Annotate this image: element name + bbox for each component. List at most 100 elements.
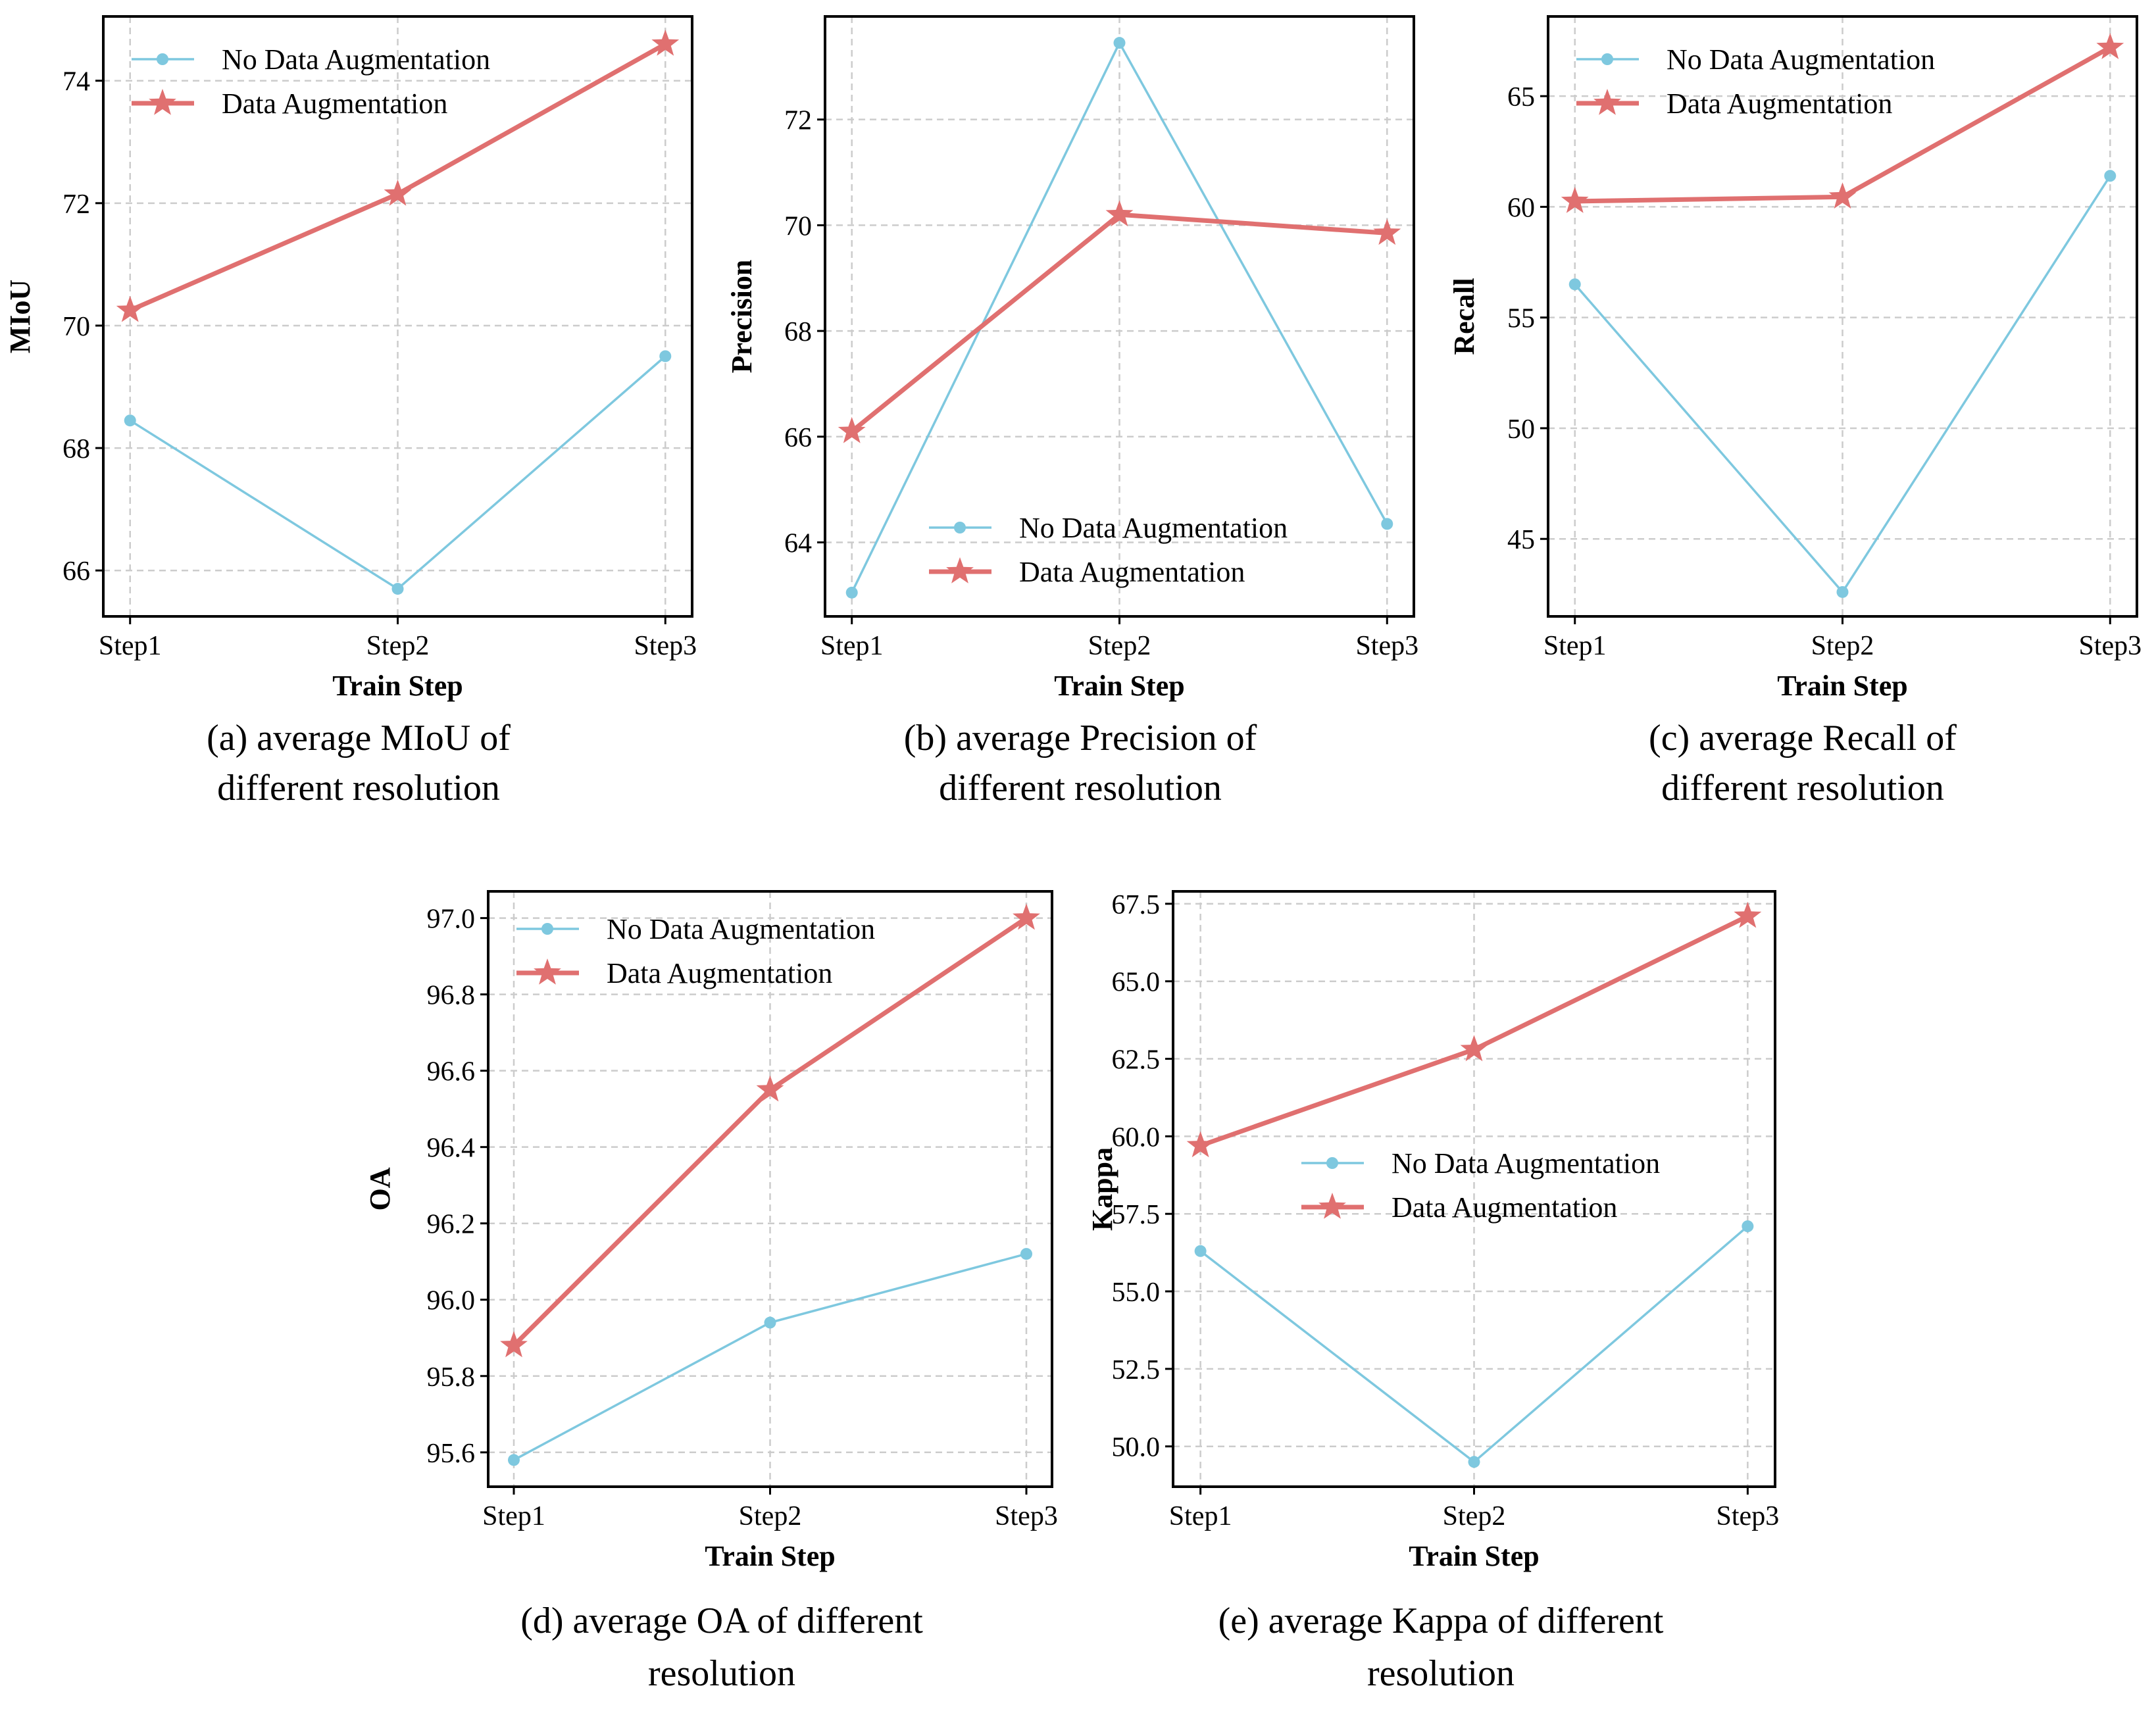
x-tick-label: Step3 <box>1717 1501 1780 1531</box>
y-tick-label: 96.8 <box>427 981 476 1011</box>
panel-caption: (b) average Precision of <box>904 718 1257 758</box>
legend: No Data Augmentation Data Augmentation <box>929 512 1288 588</box>
legend: No Data Augmentation Data Augmentation <box>516 913 875 989</box>
x-tick-label: Step2 <box>366 631 430 661</box>
y-tick-label: 95.6 <box>427 1439 476 1469</box>
y-tick-label: 68 <box>784 317 812 347</box>
y-axis-title: OA <box>364 1167 396 1210</box>
legend-circle-icon <box>1601 53 1613 65</box>
x-axis-title: Train Step <box>332 670 463 702</box>
plot-frame <box>1172 890 1776 1488</box>
data-point-circle <box>1381 518 1393 530</box>
legend-label: Data Augmentation <box>1391 1191 1617 1224</box>
legend-label: Data Augmentation <box>1667 87 1892 120</box>
data-point-circle <box>1742 1220 1754 1233</box>
x-tick-label: Step1 <box>1543 631 1607 661</box>
data-point-star <box>1186 1131 1215 1158</box>
y-tick-label: 72 <box>784 106 812 136</box>
data-point-star <box>1561 187 1589 213</box>
x-axis-title: Train Step <box>705 1540 835 1572</box>
panel-caption: resolution <box>648 1653 795 1694</box>
y-tick-label: 96.0 <box>427 1286 476 1316</box>
y-tick-label: 96.2 <box>427 1210 476 1240</box>
y-tick-label: 68 <box>63 434 90 464</box>
data-point-star <box>2096 33 2124 59</box>
data-point-circle <box>2104 170 2117 182</box>
y-tick-label: 96.4 <box>427 1133 476 1164</box>
data-point-circle <box>1113 37 1126 49</box>
y-tick-label: 45 <box>1507 525 1535 555</box>
y-tick-label: 52.5 <box>1112 1355 1161 1385</box>
y-tick-label: 50.0 <box>1112 1433 1161 1463</box>
legend: No Data Augmentation Data Augmentation <box>1576 43 1935 120</box>
x-tick-label: Step2 <box>1811 631 1874 661</box>
panel-caption: different resolution <box>217 768 500 808</box>
plot-frame <box>1547 15 2138 618</box>
y-tick-label: 64 <box>784 529 812 559</box>
y-tick-label: 60.0 <box>1112 1122 1161 1153</box>
y-tick-label: 57.5 <box>1112 1200 1161 1230</box>
x-tick-label: Step1 <box>99 631 162 661</box>
legend-label: No Data Augmentation <box>1667 43 1935 76</box>
legend-circle-icon <box>954 522 966 534</box>
data-point-star <box>1734 901 1762 928</box>
x-axis-title: Train Step <box>1054 670 1184 702</box>
legend-label: Data Augmentation <box>222 87 447 120</box>
y-tick-label: 65.0 <box>1112 968 1161 998</box>
chart-panel-c: Step1 Step2 Step3 45 50 55 60 65 Train Step Recal… <box>1448 15 2142 808</box>
chart-panel-a: Step1 Step2 Step3 66 68 70 72 74 Train Step MIoU N… <box>4 15 697 808</box>
legend-star-icon <box>1593 89 1621 115</box>
panel-caption: different resolution <box>1661 768 1944 808</box>
legend-label: No Data Augmentation <box>222 43 490 76</box>
x-tick-label: Step2 <box>1088 631 1151 661</box>
data-point-star <box>500 1331 528 1358</box>
x-tick-label: Step1 <box>820 631 884 661</box>
legend-star-icon <box>1318 1193 1346 1219</box>
data-point-star <box>116 295 144 322</box>
y-axis-title: Recall <box>1448 278 1480 355</box>
x-tick-label: Step1 <box>1169 1501 1232 1531</box>
data-point-star <box>1013 903 1040 930</box>
legend-label: Data Augmentation <box>1019 556 1245 588</box>
y-tick-label: 65 <box>1507 82 1535 112</box>
data-point-circle <box>507 1454 520 1466</box>
x-tick-label: Step2 <box>1443 1501 1506 1531</box>
y-tick-label: 67.5 <box>1112 890 1161 920</box>
legend: No Data Augmentation Data Augmentation <box>1301 1147 1660 1224</box>
legend-label: No Data Augmentation <box>607 913 875 945</box>
legend-star-icon <box>149 89 176 115</box>
data-point-circle <box>845 586 858 599</box>
y-axis-title: Kappa <box>1086 1147 1118 1231</box>
data-point-circle <box>391 583 404 595</box>
data-point-star <box>1828 182 1857 209</box>
legend-star-icon <box>946 557 974 583</box>
data-point-circle <box>659 350 672 362</box>
data-point-circle <box>1568 278 1581 291</box>
legend-label: Data Augmentation <box>607 957 832 989</box>
y-tick-label: 55.0 <box>1112 1278 1161 1308</box>
y-tick-label: 55 <box>1507 304 1535 334</box>
chart-panel-d: Step1 Step2 Step3 95.6 95.8 96.0 96.2 96.4 96.6 9… <box>364 890 1058 1694</box>
y-tick-label: 97.0 <box>427 905 476 935</box>
plot-frame <box>487 890 1053 1488</box>
y-tick-label: 72 <box>63 189 90 220</box>
y-tick-label: 60 <box>1507 193 1535 223</box>
legend-label: No Data Augmentation <box>1391 1147 1660 1179</box>
data-point-circle <box>1194 1245 1207 1257</box>
plot-frame <box>102 15 693 618</box>
series-line-no-data-augmentation <box>1574 175 2111 593</box>
x-tick-label: Step3 <box>634 631 697 661</box>
panel-caption: (a) average MIoU of <box>207 718 511 758</box>
x-tick-label: Step3 <box>2078 631 2142 661</box>
panel-caption: (e) average Kappa of different <box>1218 1601 1664 1641</box>
panel-caption: resolution <box>1367 1653 1515 1694</box>
plot-frame <box>824 15 1415 618</box>
chart-panel-e: Step1 Step2 Step3 50.0 52.5 55.0 57.5 60.0 62.5 6… <box>1086 890 1779 1694</box>
data-point-star <box>651 29 680 56</box>
panel-caption: different resolution <box>939 768 1222 808</box>
panel-caption: (c) average Recall of <box>1649 718 1957 758</box>
data-point-circle <box>124 414 136 427</box>
x-tick-label: Step1 <box>482 1501 545 1531</box>
y-tick-label: 66 <box>784 423 812 453</box>
